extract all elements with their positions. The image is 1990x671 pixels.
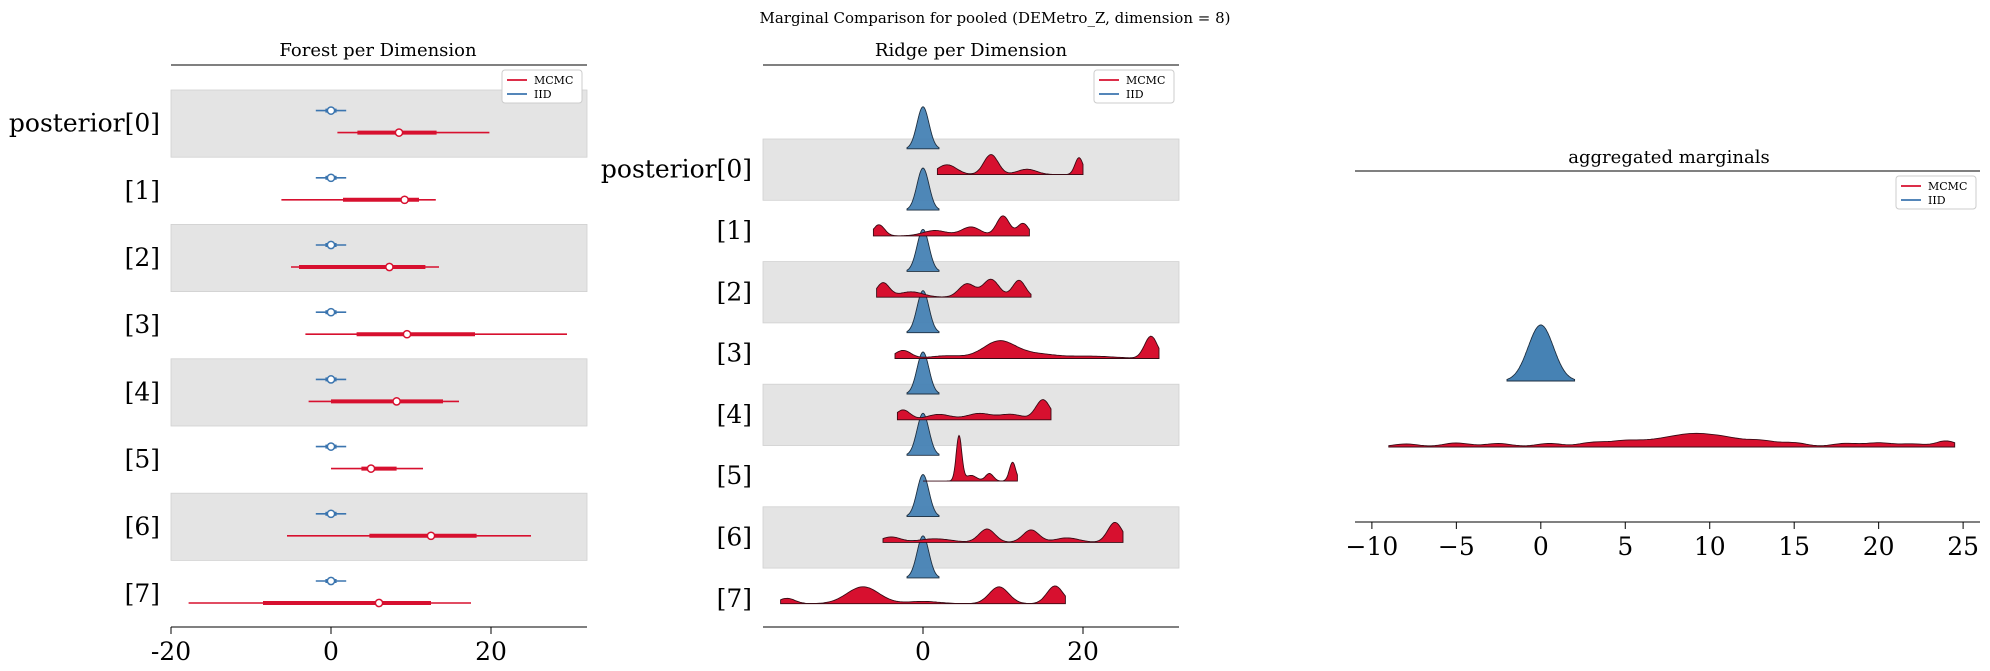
aggregated-iid-density — [1506, 324, 1576, 382]
ridge-iid-density — [906, 412, 940, 456]
forest-panel-title: Forest per Dimension — [279, 40, 477, 61]
forest-mcmc-mean-point — [366, 464, 376, 473]
ridge-iid-density — [906, 290, 940, 334]
aggregated-legend-mcmc-label: MCMC — [1928, 180, 1967, 193]
ridge-row-label: [6] — [717, 522, 752, 551]
figure-suptitle: Marginal Comparison for pooled (DEMetro_… — [759, 9, 1230, 27]
forest-mcmc-mean-point — [374, 598, 384, 608]
forest-row-label: [3] — [125, 310, 160, 339]
forest-legend-iid-label: IID — [534, 88, 552, 101]
ridge-iid-density — [906, 351, 940, 395]
aggregated-x-tick-label: 0 — [1533, 532, 1549, 561]
aggregated-x-tick-label: 20 — [1863, 532, 1895, 561]
forest-row-band — [170, 492, 588, 561]
forest-row-label: [1] — [125, 176, 160, 205]
ridge-iid-density — [906, 167, 940, 211]
ridge-mcmc-density — [896, 399, 1052, 421]
ridge-panel: Ridge per Dimension [7] [6] [5] [4] [3] [2] [1… — [601, 40, 1180, 666]
ridge-row-label: posterior[0] — [601, 155, 752, 184]
aggregated-panel: aggregated marginals −10 −5 0 5 10 15 20 25 MCM… — [1346, 147, 1980, 561]
forest-marks — [188, 106, 567, 608]
ridge-panel-title: Ridge per Dimension — [875, 40, 1068, 61]
ridge-row-labels: [7] [6] [5] [4] [3] [2] [1] posterior[0] — [601, 155, 752, 613]
aggregated-x-tick-label: −5 — [1438, 532, 1475, 561]
ridge-row-label: [2] — [717, 277, 752, 306]
ridge-row-label: [3] — [717, 339, 752, 368]
forest-mcmc-mean-point — [394, 128, 404, 137]
aggregated-marks — [1355, 170, 1980, 448]
aggregated-mcmc-density — [1388, 432, 1956, 448]
aggregated-axes: −10 −5 0 5 10 15 20 25 — [1346, 521, 1980, 561]
forest-mcmc-mean-point — [400, 195, 409, 205]
aggregated-x-tick-label: 5 — [1617, 532, 1633, 561]
ridge-row-label: [4] — [717, 400, 752, 429]
ridge-mcmc-density — [872, 215, 1030, 237]
ridge-iid-density — [906, 535, 940, 579]
forest-mcmc-mean-point — [426, 531, 436, 541]
forest-mcmc-mean-point — [385, 262, 394, 272]
forest-mcmc-mean-point — [392, 397, 401, 406]
forest-x-tick-label: 20 — [475, 637, 507, 666]
forest-iid-mean-point — [326, 576, 336, 586]
ridge-mcmc-density — [923, 434, 1018, 482]
ridge-row-label: [7] — [717, 584, 752, 613]
forest-row-label: posterior[0] — [9, 109, 160, 138]
ridge-x-tick-label: 20 — [1067, 637, 1099, 666]
aggregated-x-tick-label: 25 — [1947, 532, 1979, 561]
forest-row-bands — [170, 64, 588, 561]
forest-iid-mean-point — [326, 375, 336, 384]
forest-iid-mean-point — [326, 173, 336, 183]
ridge-mcmc-density — [936, 154, 1084, 176]
ridge-iid-density — [906, 228, 940, 272]
ridge-mcmc-density — [894, 335, 1160, 359]
ridge-iid-density — [906, 474, 940, 518]
forest-iid-mean-point — [326, 240, 336, 250]
forest-legend-mcmc-label: MCMC — [534, 74, 573, 87]
forest-row-label: [7] — [125, 579, 160, 608]
ridge-iid-density — [906, 106, 940, 150]
forest-row-labels: posterior[0] [1] [2] [3] [4] [5] [6] [7] — [9, 109, 160, 608]
aggregated-x-tick-label: 10 — [1694, 532, 1726, 561]
ridge-legend-mcmc-label: MCMC — [1126, 74, 1165, 87]
ridge-row-label: [5] — [717, 461, 752, 490]
forest-row-band — [170, 358, 588, 427]
ridge-x-tick-label: 0 — [915, 637, 931, 666]
ridge-mcmc-density — [780, 585, 1066, 605]
forest-iid-mean-point — [326, 106, 336, 115]
forest-row-band — [170, 223, 588, 292]
forest-iid-mean-point — [326, 509, 336, 519]
forest-iid-mean-point — [326, 442, 336, 451]
aggregated-x-tick-label: 15 — [1778, 532, 1810, 561]
ridge-axes: 0 20 — [763, 626, 1179, 666]
forest-mcmc-mean-point — [402, 329, 412, 339]
aggregated-panel-title: aggregated marginals — [1568, 147, 1769, 168]
ridge-marks — [780, 106, 1160, 605]
forest-x-tick-label: -20 — [151, 637, 191, 666]
forest-panel: Forest per Dimension posterior[0] [1] [2] [… — [9, 40, 588, 666]
aggregated-legend-iid-label: IID — [1928, 194, 1946, 207]
forest-row-label: [6] — [125, 512, 160, 541]
forest-iid-mean-point — [326, 307, 336, 317]
ridge-row-label: [1] — [717, 216, 752, 245]
forest-row-label: [2] — [125, 243, 160, 272]
aggregated-x-tick-label: −10 — [1346, 532, 1399, 561]
forest-row-label: [4] — [125, 377, 160, 406]
ridge-row-band — [762, 138, 1180, 201]
forest-row-label: [5] — [125, 445, 160, 474]
ridge-mcmc-density — [882, 521, 1124, 543]
ridge-row-bands — [762, 64, 1180, 569]
forest-x-tick-label: 0 — [323, 637, 339, 666]
ridge-mcmc-density — [876, 278, 1032, 298]
ridge-legend-iid-label: IID — [1126, 88, 1144, 101]
forest-axes: -20 0 20 — [151, 626, 587, 666]
